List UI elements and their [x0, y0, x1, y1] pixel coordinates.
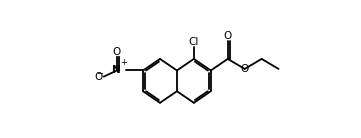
Text: N: N	[113, 65, 121, 75]
Text: O: O	[113, 47, 121, 57]
Text: Cl: Cl	[189, 37, 199, 47]
Text: −: −	[96, 69, 104, 78]
Text: +: +	[120, 58, 127, 67]
Text: O: O	[240, 64, 249, 74]
Text: O: O	[223, 31, 232, 41]
Text: O: O	[94, 72, 102, 82]
